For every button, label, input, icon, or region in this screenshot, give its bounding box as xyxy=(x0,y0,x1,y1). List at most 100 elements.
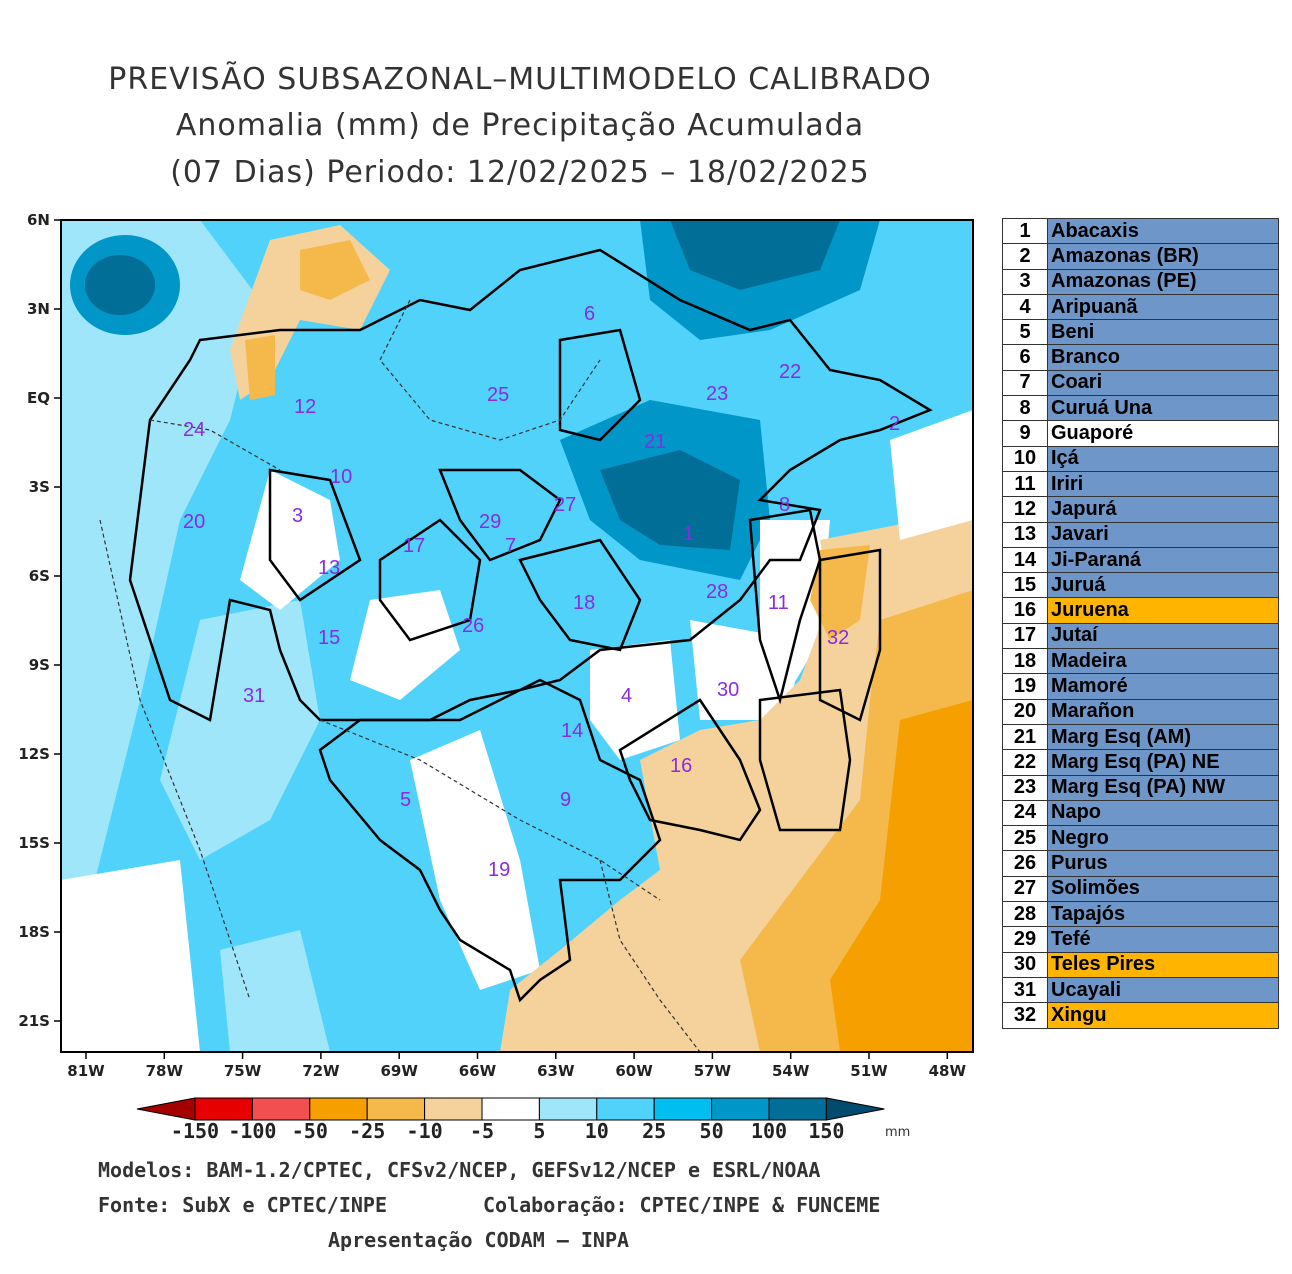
legend-number: 21 xyxy=(1002,723,1048,751)
colorbar-swatch xyxy=(251,1097,311,1121)
colorbar-swatch xyxy=(194,1097,253,1121)
legend-basin-name: Marg Esq (AM) xyxy=(1047,723,1279,751)
legend-basin-name: Japurá xyxy=(1047,496,1279,523)
colorbar-swatch xyxy=(711,1097,770,1121)
basin-label-26: 26 xyxy=(462,615,484,637)
legend-basin-name: Purus xyxy=(1047,850,1279,877)
basin-label-32: 32 xyxy=(827,627,849,649)
colorbar-swatch xyxy=(596,1097,655,1121)
legend-basin-name: Juruena xyxy=(1047,597,1279,624)
legend-row: 15 Juruá xyxy=(1002,572,1279,599)
colorbar-tick-label: 150 xyxy=(808,1119,844,1143)
latitude-tick-label: 3N xyxy=(27,300,50,318)
legend-row: 11 Iriri xyxy=(1002,470,1279,498)
legend-basin-name: Marañon xyxy=(1047,698,1279,725)
footer-source: Fonte: SubX e CPTEC/INPE xyxy=(98,1193,387,1217)
legend-row: 26 Purus xyxy=(1002,850,1279,877)
basin-label-2: 2 xyxy=(889,413,900,435)
legend-number: 30 xyxy=(1002,951,1048,978)
legend-row: 27 Solimões xyxy=(1002,875,1279,903)
latitude-tick-label: 12S xyxy=(18,745,50,763)
latitude-tick-label: 18S xyxy=(18,923,50,941)
legend-number: 8 xyxy=(1002,395,1048,422)
legend-basin-name: Guaporé xyxy=(1047,420,1279,447)
legend-basin-name: Jutaí xyxy=(1047,622,1279,650)
colorbar-swatch xyxy=(424,1097,483,1121)
legend-number: 10 xyxy=(1002,445,1048,472)
colorbar-tick-label: -150 xyxy=(171,1119,219,1143)
legend-row: 6 Branco xyxy=(1002,344,1279,371)
legend-number: 3 xyxy=(1002,268,1048,295)
legend-number: 31 xyxy=(1002,976,1048,1004)
legend-basin-name: Ucayali xyxy=(1047,976,1279,1004)
legend-row: 8 Curuá Una xyxy=(1002,395,1279,422)
basin-label-1: 1 xyxy=(683,523,694,545)
legend-row: 16 Juruena xyxy=(1002,597,1279,624)
legend-row: 7 Coari xyxy=(1002,369,1279,397)
footer-models: Modelos: BAM-1.2/CPTEC, CFSv2/NCEP, GEFS… xyxy=(98,1158,821,1182)
legend-number: 7 xyxy=(1002,369,1048,397)
basin-label-3: 3 xyxy=(292,505,303,527)
colorbar-swatch xyxy=(366,1097,426,1121)
colorbar-tick-label: 5 xyxy=(533,1119,545,1143)
basin-label-10: 10 xyxy=(330,466,352,488)
basin-label-14: 14 xyxy=(561,720,583,742)
legend-row: 3 Amazonas (PE) xyxy=(1002,268,1279,295)
basin-label-8: 8 xyxy=(779,494,790,516)
basin-label-17: 17 xyxy=(403,535,425,557)
legend-row: 13 Javari xyxy=(1002,521,1279,548)
colorbar-swatch xyxy=(653,1097,713,1121)
legend-basin-name: Tefé xyxy=(1047,926,1279,953)
footer-collaboration: Colaboração: CPTEC/INPE & FUNCEME xyxy=(483,1193,881,1217)
basin-label-23: 23 xyxy=(706,383,728,405)
latitude-axis: 6N 3N EQ 3S 6S 9S 12S 15S 18S 21S xyxy=(18,211,61,1030)
latitude-tick-label: 3S xyxy=(29,478,50,496)
map-title-line-1: PREVISÃO SUBSAZONAL–MULTIMODELO CALIBRAD… xyxy=(108,62,932,97)
basin-label-30: 30 xyxy=(717,679,739,701)
legend-number: 20 xyxy=(1002,698,1048,725)
colorbar-tick-label: 50 xyxy=(700,1119,724,1143)
colorbar-upper-extension xyxy=(825,1097,885,1121)
basin-label-15: 15 xyxy=(318,627,340,649)
colorbar-tick-labels: -150 -100 -50 -25 -10 -5 5 10 25 50 100 150 xyxy=(171,1119,845,1143)
legend-row: 30 Teles Pires xyxy=(1002,951,1279,978)
basin-label-28: 28 xyxy=(706,581,728,603)
longitude-tick-label: 66W xyxy=(459,1062,497,1080)
colorbar-swatch xyxy=(768,1097,827,1121)
legend-number: 25 xyxy=(1002,825,1048,852)
legend-number: 17 xyxy=(1002,622,1048,650)
legend-number: 18 xyxy=(1002,648,1048,675)
colorbar xyxy=(136,1097,885,1121)
colorbar-tick-label: 100 xyxy=(751,1119,787,1143)
legend-basin-name: Solimões xyxy=(1047,875,1279,903)
legend-number: 19 xyxy=(1002,673,1048,700)
legend-basin-name: Ji-Paraná xyxy=(1047,546,1279,574)
colorbar-swatch xyxy=(309,1097,368,1121)
basin-label-6: 6 xyxy=(584,303,595,325)
longitude-tick-label: 63W xyxy=(537,1062,575,1080)
legend-number: 1 xyxy=(1002,217,1048,245)
footer-presentation: Apresentação CODAM – INPA xyxy=(328,1228,630,1252)
longitude-tick-label: 78W xyxy=(146,1062,184,1080)
longitude-tick-label: 48W xyxy=(929,1062,967,1080)
basin-label-29: 29 xyxy=(479,511,501,533)
legend-number: 4 xyxy=(1002,293,1048,321)
colorbar-tick-label: -10 xyxy=(407,1119,443,1143)
basin-labels: 1 2 3 4 5 6 7 8 9 10 11 12 13 14 15 16 1… xyxy=(183,303,900,881)
longitude-tick-label: 57W xyxy=(694,1062,732,1080)
colorbar-tick-label: 10 xyxy=(585,1119,609,1143)
legend-row: 17 Jutaí xyxy=(1002,622,1279,650)
latitude-tick-label: 6S xyxy=(29,567,50,585)
precipitation-anomaly-map: 1 2 3 4 5 6 7 8 9 10 11 12 13 14 15 16 1… xyxy=(18,211,974,1143)
legend-number: 22 xyxy=(1002,749,1048,776)
basin-label-21: 21 xyxy=(644,431,666,453)
basin-label-12: 12 xyxy=(294,396,316,418)
longitude-tick-label: 54W xyxy=(772,1062,810,1080)
legend-number: 11 xyxy=(1002,470,1048,498)
latitude-tick-label: 21S xyxy=(18,1012,50,1030)
legend-number: 23 xyxy=(1002,774,1048,801)
longitude-tick-label: 75W xyxy=(224,1062,262,1080)
legend-number: 12 xyxy=(1002,496,1048,523)
legend-row: 32 Xingu xyxy=(1002,1002,1279,1029)
basin-label-7: 7 xyxy=(505,535,516,557)
